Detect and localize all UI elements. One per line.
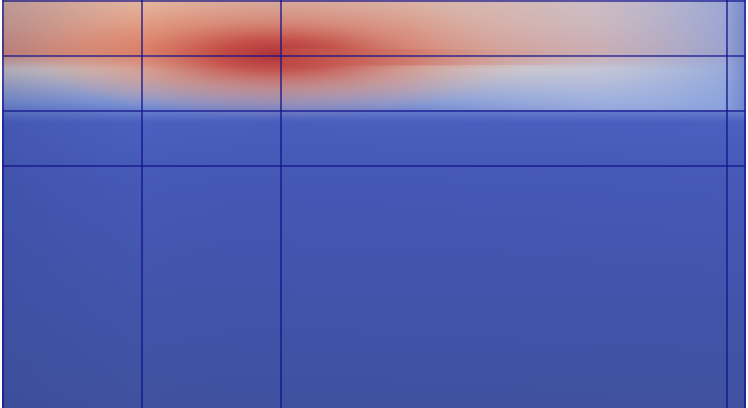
right-fade bbox=[2, 0, 746, 110]
